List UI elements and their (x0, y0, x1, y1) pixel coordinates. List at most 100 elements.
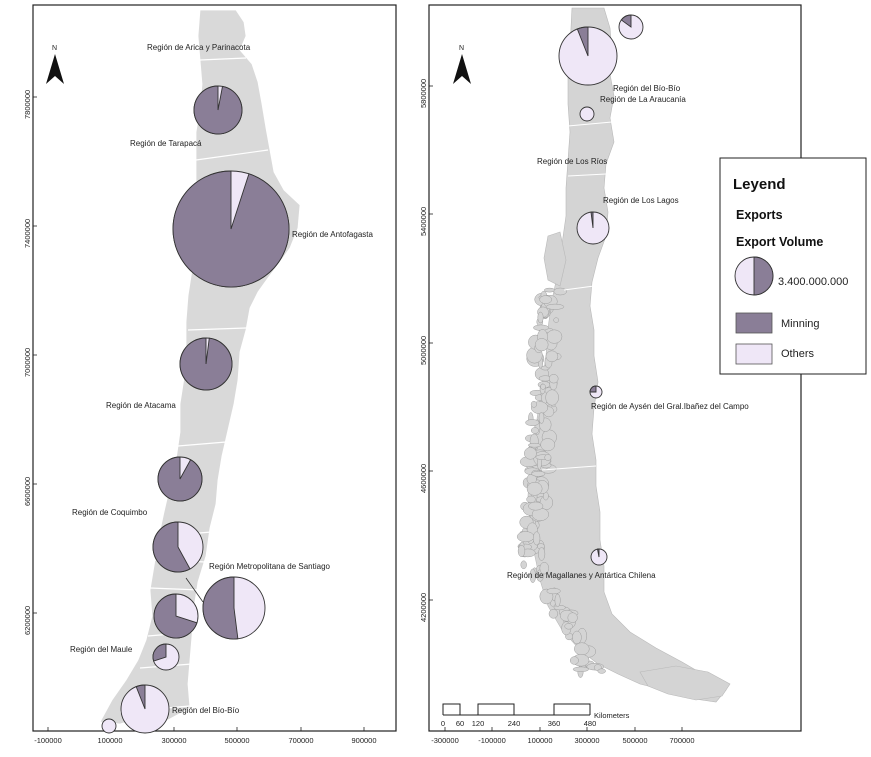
island (554, 593, 561, 608)
pie-top_small (618, 14, 644, 40)
right-x-tick: 100000 (527, 736, 552, 745)
pie-lagos (576, 211, 610, 245)
left-x-tick: 100000 (97, 736, 122, 745)
pie-santiago-mining (202, 576, 239, 640)
pie-nuble-others (101, 718, 117, 734)
label-atacama: Región de Atacama (106, 401, 176, 410)
legend-pie-mining (753, 256, 774, 296)
tierra-del-fuego (639, 665, 731, 701)
island (548, 374, 559, 384)
pie-magallanes (590, 548, 608, 566)
label-maule: Región del Maule (70, 645, 133, 654)
island (546, 588, 561, 595)
island (564, 623, 573, 630)
scale-tick: 480 (584, 719, 597, 728)
left-y-tick: 7000000 (23, 348, 32, 377)
legend-size-heading: Export Volume (736, 235, 823, 249)
left-x-tick: 900000 (351, 736, 376, 745)
left-y-tick: 6600000 (23, 477, 32, 506)
scale-tick: 360 (548, 719, 561, 728)
island (574, 642, 590, 656)
legend-swatch-others (735, 343, 773, 365)
island (528, 442, 541, 448)
island (553, 317, 560, 323)
pie-santiago (202, 576, 266, 640)
pie-biobio_r-mining (576, 26, 589, 57)
left-y-tick: 7400000 (23, 219, 32, 248)
north-arrow-right: N (453, 45, 471, 84)
pie-biobio-mining (135, 684, 146, 710)
label-rios: Región de Los Ríos (537, 157, 607, 166)
island (538, 412, 545, 424)
island (534, 338, 549, 352)
pie-atacama (179, 337, 233, 391)
left-x-tick: -100000 (34, 736, 62, 745)
island (531, 470, 546, 477)
label-coquimbo: Región de Coquimbo (72, 508, 148, 517)
legend-subtitle: Exports (736, 208, 783, 222)
island (548, 609, 559, 619)
pie-ohiggins (153, 593, 199, 639)
label-biobio-right: Región del Bío-Bío (613, 84, 681, 93)
svg-text:N: N (52, 45, 57, 52)
island (529, 568, 536, 583)
left-x-tick: 500000 (224, 736, 249, 745)
pie-aysen (589, 385, 603, 399)
island (572, 666, 589, 672)
pie-nuble (101, 718, 117, 734)
pie-araucania (579, 106, 595, 122)
right-x-axis: -300000 -100000 100000 300000 500000 700000 (431, 727, 695, 745)
left-y-tick: 7800000 (23, 90, 32, 119)
scale-tick: 120 (472, 719, 485, 728)
right-y-axis: 5800000 5400000 5000000 4600000 4200000 (419, 79, 433, 622)
santiago-leader-line (185, 577, 204, 603)
island (526, 495, 536, 504)
island (545, 350, 559, 363)
island (526, 481, 543, 496)
pie-top_small-mining (620, 14, 632, 28)
island (517, 545, 526, 557)
pie-magallanes-mining (596, 548, 600, 558)
island (538, 547, 546, 561)
legend-size-pie (734, 256, 774, 296)
right-x-tick: -300000 (431, 736, 459, 745)
pie-maule (152, 643, 180, 671)
island (530, 400, 537, 408)
label-lagos: Región de Los Lagos (603, 196, 679, 205)
island (597, 668, 606, 674)
left-y-tick: 6200000 (23, 606, 32, 635)
island (544, 287, 555, 293)
scale-tick: 240 (508, 719, 521, 728)
pie-tarapaca-mining (193, 85, 243, 135)
legend-swatch-minning (735, 312, 773, 334)
island (545, 303, 565, 310)
island (537, 311, 544, 324)
island (539, 295, 553, 304)
label-tarapaca: Región de Tarapacá (130, 139, 202, 148)
pie-maule-mining (152, 643, 167, 662)
left-x-axis: -100000 100000 300000 500000 700000 900000 (34, 727, 377, 745)
island (567, 612, 578, 623)
pie-lagos-mining (590, 211, 594, 229)
island (540, 438, 556, 452)
left-pie-charts (101, 85, 290, 734)
right-y-tick: 5400000 (419, 207, 428, 236)
left-x-tick: 300000 (161, 736, 186, 745)
left-y-axis: 7800000 7400000 7000000 6600000 6200000 (23, 90, 37, 635)
right-y-tick: 4600000 (419, 464, 428, 493)
pie-valparaiso (152, 521, 204, 573)
pie-biobio (120, 684, 170, 734)
island (546, 329, 563, 344)
right-y-tick: 4200000 (419, 593, 428, 622)
pie-valparaiso-mining (152, 521, 191, 573)
north-arrow-left: N (46, 45, 64, 84)
pie-atacama-mining (179, 337, 233, 391)
pie-aysen-mining (589, 385, 597, 393)
label-magallanes: Región de Magallanes y Antártica Chilena (507, 571, 656, 580)
right-x-tick: -100000 (478, 736, 506, 745)
island (540, 383, 546, 390)
svg-text:N: N (459, 45, 464, 52)
chiloe-island (543, 231, 567, 287)
pie-coquimbo (157, 456, 203, 502)
